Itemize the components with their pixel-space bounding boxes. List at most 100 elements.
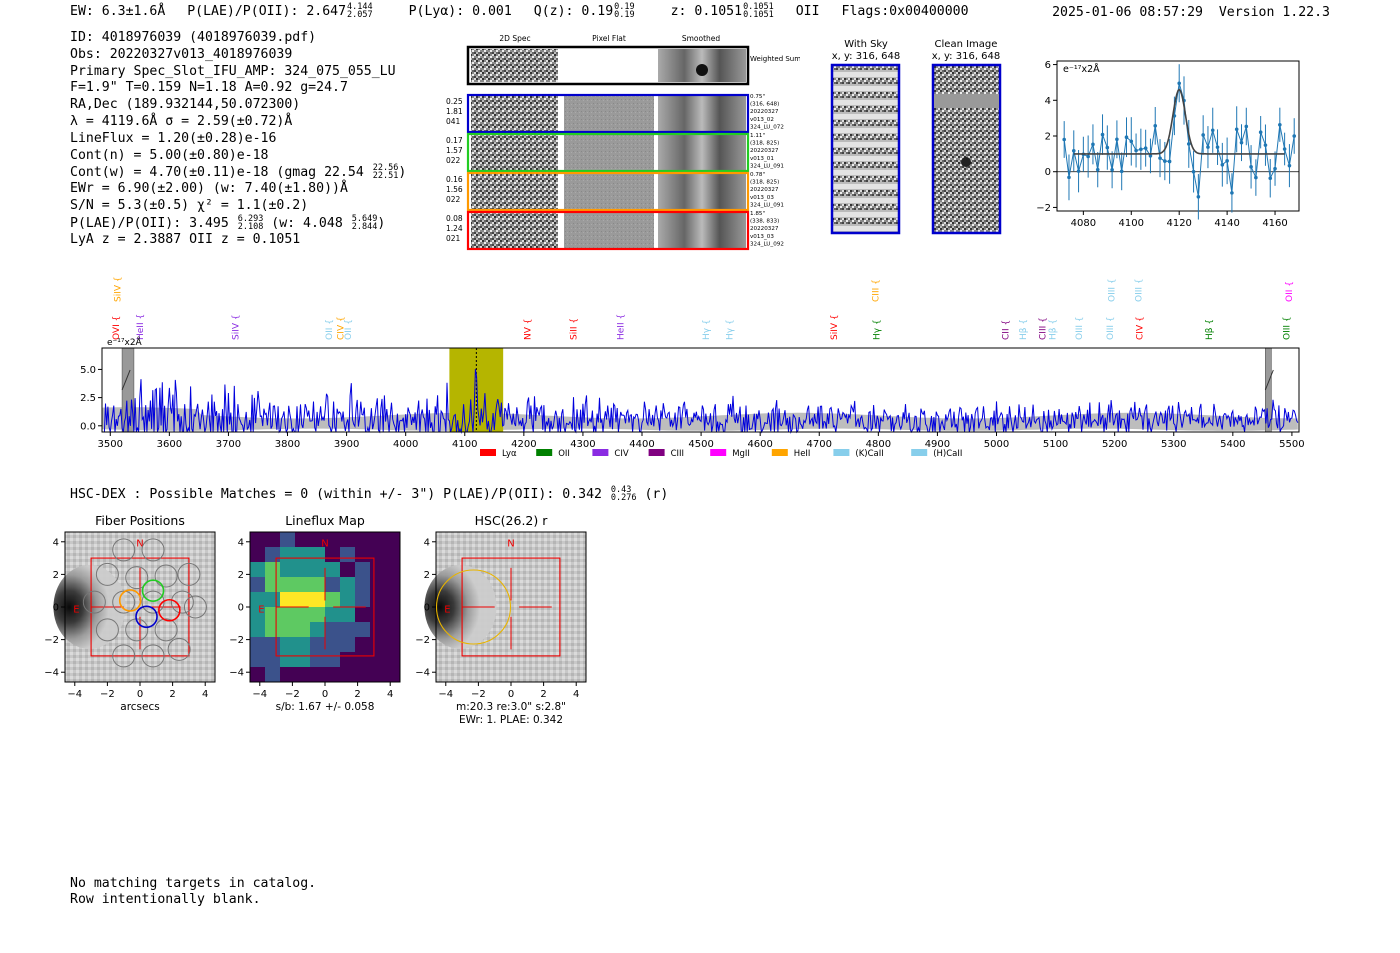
spectrum-x-tick-label: 4200 — [511, 439, 536, 450]
spectrum-x-tick-label: 5500 — [1279, 439, 1304, 450]
lineflux-pixel — [340, 607, 356, 623]
fiber-circle — [154, 564, 178, 588]
z-value: z: 0.1051 0.1051 0.1051 OII — [670, 2, 820, 20]
lineflux-pixel — [340, 667, 356, 683]
lineflux-pixel — [280, 592, 296, 608]
fiber-circle — [183, 595, 207, 619]
cutout-left-label: 0.25 — [446, 97, 463, 106]
spectrum-line-label-text: OIII { — [1106, 316, 1116, 340]
image-panels: Fiber Positions N E −4 −2 0 2 4 4 2 0 −2 −4 arcsecs Li… — [44, 513, 587, 726]
legend-entry: OII — [536, 449, 570, 459]
zoom-data-point — [1076, 169, 1081, 173]
cutout-pixel-flat — [564, 174, 654, 209]
zoom-y-tick-label: 4 — [1045, 96, 1051, 107]
cutout-right-label: 0.78" — [750, 172, 765, 178]
clean-image-xy: x, y: 316, 648 — [932, 51, 1001, 62]
cutout-right-label: 0.75" — [750, 94, 765, 100]
legend-entry: (H)CaII — [911, 449, 962, 459]
fiber-circle — [177, 562, 201, 586]
cutout-pixel-flat — [564, 213, 654, 248]
lineflux-pixel — [280, 532, 296, 548]
fiber-circle — [141, 644, 165, 668]
lineflux-pixel — [280, 562, 296, 578]
lineflux-pixel — [370, 652, 386, 668]
spectrum-line-label-text: OII { — [1285, 281, 1295, 302]
legend-label: OII — [558, 449, 570, 459]
panel-y-tick-label: −4 — [415, 668, 430, 679]
lineflux-pixel — [355, 637, 371, 653]
panel-y-tick-label: −2 — [44, 635, 59, 646]
lineflux-pixel — [355, 652, 371, 668]
lineflux-pixel — [355, 622, 371, 638]
zoom-data-point — [1191, 169, 1196, 174]
zoom-x-tick-label: 4120 — [1166, 218, 1191, 229]
cutout-right-label: (318, 825) — [750, 180, 779, 186]
fiber-circle — [167, 637, 191, 661]
header-line: EW: 6.3±1.6Å P(LAE)/P(OII): 2.647 4.144 2.… — [70, 2, 983, 20]
lineflux-pixel — [295, 562, 311, 578]
lineflux-pixel — [295, 592, 311, 608]
lineflux-pixel — [280, 622, 296, 638]
zoom-data-point — [1100, 132, 1105, 137]
cutout-smoothed — [658, 174, 746, 209]
spectrum-mask-hatch — [1264, 369, 1274, 391]
spectrum-y-tick-label: 0.0 — [80, 421, 96, 432]
cutout-row-frame — [466, 171, 750, 212]
cutout-smoothed — [658, 96, 746, 131]
cutout-2d-spec — [471, 96, 558, 131]
cutout-row-frame — [466, 210, 750, 251]
legend-entry: CIV — [592, 449, 629, 459]
cutout-left-label: 0.17 — [446, 136, 463, 145]
timestamp: 2025-01-06 08:57:29 — [1052, 5, 1203, 20]
spectrum-line-label-text: Hβ { — [1049, 319, 1059, 340]
spectrum-line-label: SiIV { — [830, 314, 840, 340]
legend-label: (K)CaII — [855, 449, 883, 459]
zoom-x-tick-label: 4140 — [1214, 218, 1239, 229]
cutout-right-label: 1.11" — [750, 133, 765, 139]
info-lya-z: LyA z = 2.3887 OII z = 0.1051 — [70, 231, 301, 247]
cutout-right-label: 20220327 — [750, 187, 779, 193]
lineflux-pixel — [355, 547, 371, 563]
legend-entry: MgII — [710, 449, 750, 459]
legend-swatch — [911, 449, 928, 456]
with-sky-title: With Sky — [844, 39, 888, 50]
spectrum-line-label: OIII { — [1134, 278, 1144, 302]
info-radec: RA,Dec (189.932144,50.072300) — [70, 97, 301, 113]
spectrum-line-label-text: OVI { — [112, 316, 122, 340]
zoom-data-point — [1278, 122, 1282, 127]
zoom-data-point — [1143, 146, 1148, 150]
zoom-data-point — [1134, 148, 1138, 153]
cutout-right-label: v013_03 — [750, 195, 774, 201]
zoom-data-point — [1177, 81, 1181, 86]
lineflux-pixel — [295, 652, 311, 668]
lineflux-pixel — [250, 667, 266, 683]
lineflux-pixel — [370, 622, 386, 638]
panel-y-tick-label: 4 — [53, 537, 59, 548]
zoom-data-point — [1139, 147, 1143, 152]
zoom-y-tick-label: 6 — [1045, 60, 1051, 71]
panel-y-tick-label: −4 — [229, 668, 244, 679]
zoom-data-point — [1186, 142, 1191, 146]
lineflux-pixel — [310, 607, 326, 623]
spectrum-line-label: Hβ { — [1205, 319, 1215, 340]
spectrum-x-tick-label: 4800 — [866, 439, 891, 450]
spectrum-line-label-text: OII { — [325, 319, 335, 340]
legend-swatch — [480, 449, 496, 456]
plya-value: P(Lyα): 0.001 — [408, 4, 512, 19]
clean-image-band — [934, 94, 999, 108]
spectrum-mask-hatch — [121, 369, 131, 391]
spectrum-x-tick-label: 4300 — [570, 439, 595, 450]
cutout-right-label: (316, 648) — [750, 102, 779, 108]
cutout-row-weighted-sum — [466, 45, 750, 86]
lineflux-pixel — [385, 667, 401, 683]
lineflux-pixel — [370, 532, 386, 548]
spectrum-line-label: CII { — [1001, 320, 1011, 340]
spectrum-line-label-text: NV { — [523, 319, 533, 340]
spectrum-line-label: Hβ { — [1019, 319, 1029, 340]
cutout-pixel-flat — [564, 96, 654, 131]
spectrum-x-tick-label: 5200 — [1102, 439, 1127, 450]
fiber-highlight — [118, 589, 142, 612]
